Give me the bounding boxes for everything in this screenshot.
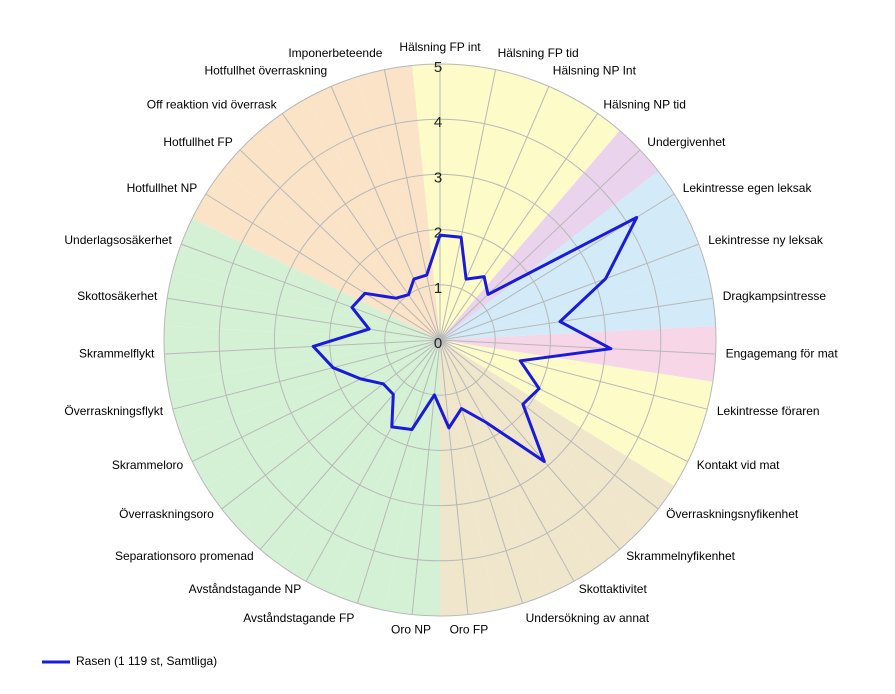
sector (440, 76, 574, 340)
sector (282, 340, 440, 594)
spoke (439, 113, 599, 341)
spoke (439, 339, 659, 510)
spoke (439, 243, 699, 341)
category-label: Avståndstagande NP (189, 582, 302, 596)
sector (181, 340, 440, 486)
spoke (305, 339, 441, 582)
sector (440, 340, 598, 594)
spoke (439, 339, 524, 604)
spoke (383, 69, 441, 341)
sector (440, 340, 549, 611)
category-label: Undersökning av annat (526, 611, 650, 625)
spoke (439, 339, 716, 355)
sector (440, 340, 675, 531)
sector (167, 340, 440, 436)
category-label: Hälsning FP tid (498, 46, 579, 60)
category-label: Engagemang för mat (726, 347, 839, 361)
spoke (191, 339, 441, 462)
category-label: Skottosäkerhet (77, 289, 158, 303)
category-label: Oro NP (391, 623, 431, 637)
category-label: Off reaktion vid överrask (147, 97, 278, 111)
spoke (439, 339, 621, 550)
sector (260, 98, 440, 341)
r-tick-label: 0 (434, 335, 442, 352)
spoke (439, 339, 469, 615)
category-label: Hälsning FP int (399, 40, 481, 54)
category-label: Hotfullhet överraskning (204, 63, 327, 77)
category-label: Dragkampsintresse (723, 289, 827, 303)
sector (306, 76, 440, 340)
category-label: Hotfullhet FP (163, 135, 232, 149)
spoke (164, 339, 441, 355)
series-line (311, 215, 639, 463)
sector (172, 218, 440, 340)
sector (440, 340, 699, 486)
r-tick-label: 2 (434, 225, 442, 242)
category-label: Skrammelflykt (79, 347, 155, 361)
sector (357, 65, 440, 340)
category-label: Hälsning NP Int (553, 63, 637, 77)
sector (331, 340, 440, 611)
category-label: Hotfullhet NP (127, 181, 198, 195)
spoke (439, 69, 497, 341)
category-label: Undergivenhet (647, 135, 726, 149)
spoke (356, 339, 441, 604)
category-label: Lekintresse föraren (717, 404, 820, 418)
category-label: Skottaktivitet (579, 582, 648, 596)
category-label: Överraskningsnyfikenhet (666, 507, 799, 521)
r-tick-label: 5 (434, 59, 442, 76)
spoke (205, 193, 441, 341)
category-label: Underlagsosäkerhet (64, 233, 172, 247)
sector (164, 270, 440, 340)
category-label: Hälsning NP tid (603, 97, 686, 111)
spoke (330, 86, 441, 341)
sector (440, 340, 713, 436)
category-label: Skrammeloro (112, 458, 184, 472)
category-label: Avståndstagande FP (243, 611, 354, 625)
sector (440, 65, 523, 340)
spoke (167, 297, 441, 341)
spoke (281, 113, 441, 341)
r-tick-label: 4 (434, 114, 442, 131)
spoke (181, 243, 441, 341)
spoke (439, 339, 708, 410)
category-label: Oro FP (450, 623, 489, 637)
category-label: Separationsoro promenad (115, 549, 254, 563)
spoke (221, 339, 441, 510)
spoke (259, 339, 441, 550)
category-label: Imponerbeteende (288, 46, 382, 60)
spoke (439, 86, 550, 341)
spoke (239, 149, 441, 341)
category-label: Överraskningsflykt (64, 404, 163, 418)
spoke (172, 339, 441, 410)
category-label: Skrammelnyfikenhet (626, 549, 735, 563)
sector (440, 340, 496, 616)
sector (192, 171, 440, 340)
category-label: Kontakt vid mat (697, 458, 780, 472)
sector (239, 340, 440, 567)
sector (440, 218, 708, 340)
legend-label: Rasen (1 119 st, Samtliga) (76, 654, 217, 668)
spoke (439, 339, 575, 582)
category-label: Lekintresse ny leksak (708, 233, 824, 247)
category-label: Överraskningsoro (119, 507, 214, 521)
spoke (411, 339, 441, 615)
r-tick-label: 1 (434, 280, 442, 297)
sector (164, 326, 440, 382)
sector (205, 340, 440, 531)
spoke (439, 149, 641, 341)
spoke (439, 297, 713, 341)
category-label: Lekintresse egen leksak (683, 181, 813, 195)
spoke (439, 339, 689, 462)
r-tick-label: 3 (434, 169, 442, 186)
